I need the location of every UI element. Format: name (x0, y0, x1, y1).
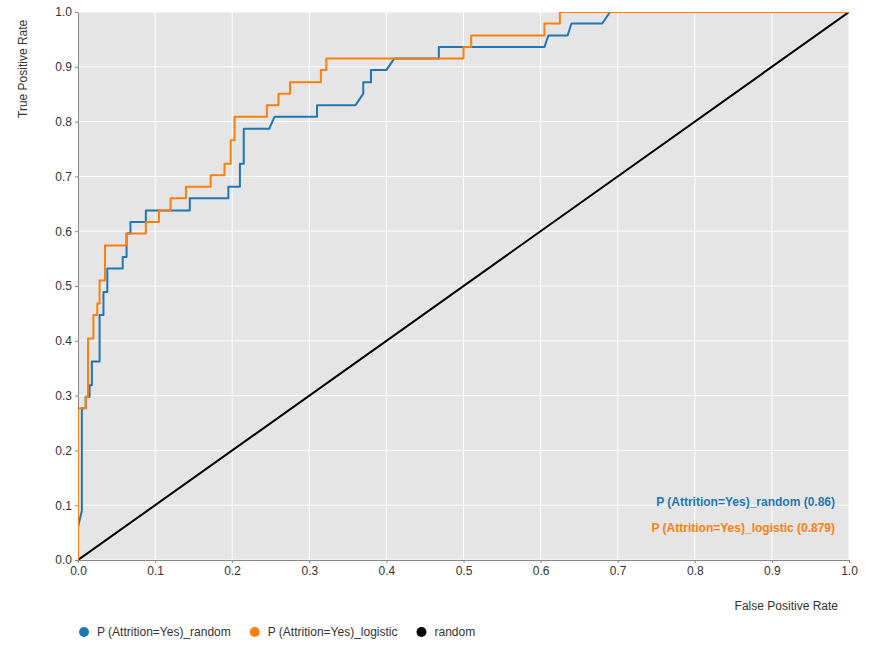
tick-label: 0.7 (55, 170, 72, 184)
tick-label: 0.3 (55, 389, 72, 403)
tick-label: 0.5 (55, 279, 72, 293)
series-line (78, 12, 849, 560)
tick: 0.0 (55, 553, 78, 567)
tick-label: 0.2 (224, 564, 241, 578)
tick: 0.0 (70, 560, 87, 578)
grid-line (78, 450, 849, 451)
tick: 0.2 (224, 560, 241, 578)
tick: 1.0 (841, 560, 858, 578)
tick-label: 0.4 (55, 334, 72, 348)
grid-line (78, 231, 849, 232)
tick-mark (75, 450, 78, 451)
tick-mark (75, 67, 78, 68)
tick-mark (75, 341, 78, 342)
tick-label: 0.0 (70, 564, 87, 578)
tick: 0.4 (55, 334, 78, 348)
tick: 0.6 (55, 225, 78, 239)
tick-mark (75, 176, 78, 177)
grid (78, 12, 849, 560)
tick-label: 1.0 (841, 564, 858, 578)
tick: 0.5 (456, 560, 473, 578)
grid-line (78, 121, 849, 122)
tick: 0.8 (687, 560, 704, 578)
tick: 0.4 (379, 560, 396, 578)
grid-line (78, 176, 849, 177)
series-line (78, 12, 849, 560)
x-axis-title: False Positive Rate (735, 599, 839, 613)
chart: 0.00.10.20.30.40.50.60.70.80.91.00.00.10… (0, 0, 871, 654)
plot-background (78, 12, 849, 560)
grid-line (78, 395, 849, 396)
tick-label: 0.0 (55, 553, 72, 567)
tick: 0.5 (55, 279, 78, 293)
y-axis-title: True Positive Rate (16, 19, 30, 118)
tick-label: 0.8 (55, 115, 72, 129)
tick: 0.1 (147, 560, 164, 578)
tick-label: 0.8 (687, 564, 704, 578)
tick-label: 0.1 (147, 564, 164, 578)
y-axis: 0.0 0.1 0.2 0.3 0.4 0.5 0.6 0.7 0.8 0.9 1.0 (55, 5, 78, 567)
annotation: P (Attrition=Yes)_random (0.86) (656, 495, 835, 509)
grid-line (78, 66, 849, 67)
tick: 1.0 (55, 5, 78, 19)
tick: 0.3 (55, 389, 78, 403)
tick: 0.7 (610, 560, 627, 578)
tick-label: 0.9 (764, 564, 781, 578)
legend-symbol (416, 627, 426, 637)
legend: P (Attrition=Yes)_random P (Attrition=Yes… (79, 625, 475, 639)
tick: 0.8 (55, 115, 78, 129)
legend-label: random (434, 625, 475, 639)
tick-mark (75, 122, 78, 123)
series-line (78, 12, 849, 560)
legend-symbol (250, 627, 260, 637)
plot-area (78, 12, 849, 560)
tick-label: 0.3 (301, 564, 318, 578)
legend-label: P (Attrition=Yes)_random (97, 625, 231, 639)
tick-label: 0.6 (533, 564, 550, 578)
legend-label: P (Attrition=Yes)_logistic (268, 625, 398, 639)
tick-label: 0.4 (379, 564, 396, 578)
tick-mark (75, 560, 78, 561)
tick: 0.6 (533, 560, 550, 578)
tick-mark (75, 396, 78, 397)
tick-mark (75, 231, 78, 232)
tick: 0.7 (55, 170, 78, 184)
tick-label: 0.5 (456, 564, 473, 578)
legend-symbol (79, 627, 89, 637)
tick: 0.2 (55, 444, 78, 458)
tick-label: 0.2 (55, 444, 72, 458)
tick-label: 0.9 (55, 60, 72, 74)
tick-mark (75, 12, 78, 13)
tick-label: 0.1 (55, 499, 72, 513)
tick-label: 0.6 (55, 225, 72, 239)
tick: 0.3 (301, 560, 318, 578)
tick-label: 0.7 (610, 564, 627, 578)
grid-line (78, 340, 849, 341)
tick: 0.9 (55, 60, 78, 74)
tick: 0.9 (764, 560, 781, 578)
tick: 0.1 (55, 499, 78, 513)
tick-mark (75, 505, 78, 506)
tick-mark (75, 286, 78, 287)
x-axis: 0.0 0.1 0.2 0.3 0.4 0.5 0.6 0.7 0.8 0.9 1.0 (70, 560, 858, 578)
tick-label: 1.0 (55, 5, 72, 19)
annotation: P (Attrition=Yes)_logistic (0.879) (652, 521, 836, 535)
